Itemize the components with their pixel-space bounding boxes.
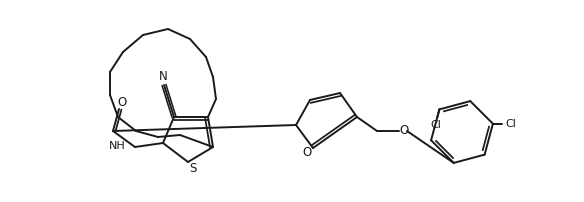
Text: Cl: Cl bbox=[506, 119, 516, 129]
Text: O: O bbox=[399, 124, 409, 138]
Text: O: O bbox=[303, 146, 312, 160]
Text: NH: NH bbox=[109, 141, 126, 151]
Text: S: S bbox=[189, 162, 197, 175]
Text: Cl: Cl bbox=[430, 120, 441, 130]
Text: O: O bbox=[117, 96, 127, 108]
Text: N: N bbox=[159, 69, 168, 82]
